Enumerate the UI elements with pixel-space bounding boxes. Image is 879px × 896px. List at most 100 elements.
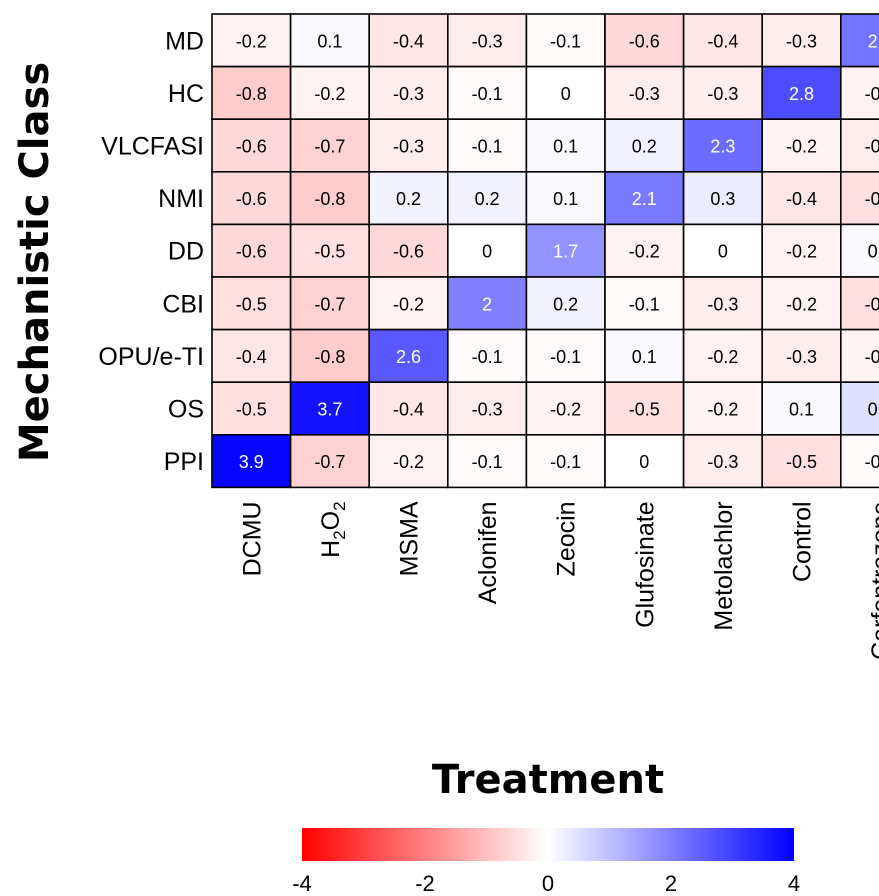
cell-value-label: 0 (482, 242, 492, 262)
cell-value-label: -0.6 (236, 189, 267, 209)
cell-value-label: -0.1 (472, 137, 503, 157)
heatmap-cell (761, 381, 842, 436)
row-label: NMI (158, 185, 204, 213)
cell-value-label: -0.3 (472, 31, 503, 51)
cell-value-label: -0.3 (472, 400, 503, 420)
row-label: HC (168, 80, 204, 108)
heatmap-cell (446, 65, 528, 120)
cell-value-label: -0.4 (236, 347, 267, 367)
cell-value-label: -0.1 (550, 31, 581, 51)
heatmap-cell (289, 433, 371, 489)
column-label: MSMA (396, 501, 424, 576)
cell-value-label: -0.8 (236, 84, 267, 104)
cell-value-label: -0.2 (786, 137, 817, 157)
row-label: CBI (162, 290, 204, 318)
heatmap-cell (211, 223, 292, 278)
heatmap-cell (682, 328, 763, 384)
cell-value-label: -0.2 (865, 347, 879, 367)
cell-value-label: -0.5 (629, 400, 660, 420)
column-label: DCMU (238, 501, 266, 576)
cell-value-label: -0.4 (393, 31, 424, 51)
cell-value-label: -0.8 (314, 347, 345, 367)
cell-value-label: -0.5 (236, 294, 267, 314)
cell-value-label: 0.1 (868, 242, 879, 262)
cell-value-label: -0.1 (629, 294, 660, 314)
cell-value-label: -0.6 (236, 137, 267, 157)
cell-value-label: -0.5 (236, 400, 267, 420)
cell-value-label: 3.7 (317, 400, 342, 420)
heatmap-cell (211, 118, 292, 173)
heatmap-cell (604, 381, 685, 436)
heatmap-cell (525, 276, 606, 331)
cell-value-label: -0.2 (314, 84, 345, 104)
cell-value-label: 0.1 (553, 137, 578, 157)
cell-value-label: 0 (561, 84, 571, 104)
colorbar (302, 828, 794, 861)
column-label: Control (789, 501, 817, 582)
heatmap-cell (289, 381, 371, 436)
cell-value-label: -0.5 (865, 189, 879, 209)
heatmap-cell (289, 328, 371, 384)
cell-value-label: 0 (718, 242, 728, 262)
heatmap-cell (604, 276, 685, 331)
heatmap-cell (289, 13, 371, 68)
heatmap-cell (604, 13, 685, 68)
heatmap-cell (839, 381, 879, 436)
cell-value-label: -0.2 (786, 242, 817, 262)
heatmap-cell (368, 433, 449, 489)
heatmap-cell (211, 13, 292, 68)
heatmap-cell (368, 381, 449, 436)
heatmap-cell (761, 118, 842, 173)
colorbar-tick-label: 2 (665, 871, 677, 896)
colorbar-tick-label: -4 (292, 871, 312, 896)
cell-value-label: -0.5 (865, 294, 879, 314)
heatmap-cell (761, 328, 842, 384)
cell-value-label: 2.6 (396, 347, 421, 367)
heatmap-cells: -0.2 0.1 -0.4 -0.3 -0.1 -0.6 -0.4 -0.3 2.2 -0.8 -0… (211, 13, 879, 489)
cell-value-label: -0.3 (707, 452, 738, 472)
heatmap-cell (839, 433, 879, 489)
cell-value-label: -0.3 (629, 84, 660, 104)
cell-value-label: -0.3 (707, 84, 738, 104)
cell-value-label: 0.1 (317, 31, 342, 51)
column-label: H2O2 (317, 501, 349, 557)
column-label: Carfentrazone (867, 501, 879, 659)
cell-value-label: -0.3 (393, 137, 424, 157)
cell-value-label: -0.4 (786, 189, 817, 209)
cell-value-label: -0.1 (472, 84, 503, 104)
heatmap-cell (211, 328, 292, 384)
cell-value-label: 0.1 (632, 347, 657, 367)
cell-value-label: -0.7 (314, 294, 345, 314)
cell-value-label: -0.2 (707, 400, 738, 420)
heatmap-cell (604, 171, 685, 226)
column-label: Zeocin (553, 501, 581, 576)
heatmap-cell (839, 65, 879, 120)
heatmap-cell (289, 118, 371, 173)
cell-value-label: 0.1 (789, 400, 814, 420)
cell-value-label: -0.2 (236, 31, 267, 51)
cell-value-label: 2.1 (632, 189, 657, 209)
cell-value-label: -0.3 (865, 137, 879, 157)
heatmap-cell (446, 433, 528, 489)
heatmap-cell (525, 433, 606, 489)
cell-value-label: -0.6 (393, 242, 424, 262)
heatmap-cell (211, 381, 292, 436)
heatmap-cell (839, 13, 879, 68)
colorbar-tick-label: 4 (788, 871, 800, 896)
column-labels: DCMU H2O2 MSMA Aclonifen Zeocin Glufosinate Me… (238, 501, 879, 660)
heatmap-cell (604, 118, 685, 173)
y-axis-title: Mechanistic Class (12, 62, 58, 462)
cell-value-label: -0.1 (865, 452, 879, 472)
cell-value-label: 0.2 (475, 189, 500, 209)
heatmap-cell (525, 328, 606, 384)
heatmap-cell (368, 65, 449, 120)
heatmap-cell (446, 328, 528, 384)
heatmap-cell (761, 13, 842, 68)
cell-value-label: 2.8 (789, 84, 814, 104)
heatmap-cell (761, 433, 842, 489)
cell-value-label: -0.3 (393, 84, 424, 104)
cell-value-label: 1.7 (553, 242, 578, 262)
row-label: VLCFASI (101, 133, 204, 161)
heatmap-cell (525, 118, 606, 173)
heatmap-cell (839, 118, 879, 173)
